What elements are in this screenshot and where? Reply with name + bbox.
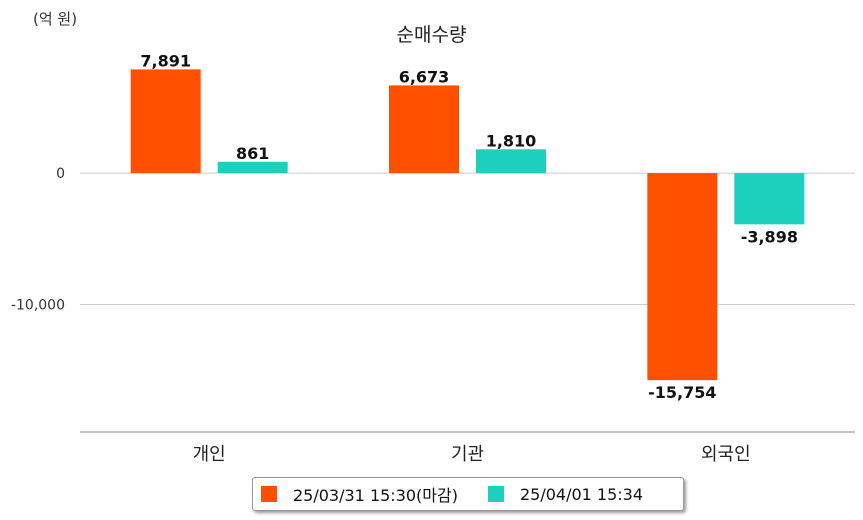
- x-tick-label: 외국인: [701, 444, 751, 465]
- unit-label: (억 원): [33, 10, 78, 28]
- bar: [734, 173, 805, 225]
- legend: 25/03/31 15:30(마감) 25/04/01 15:34: [252, 477, 684, 511]
- data-label: -3,898: [741, 227, 798, 246]
- bar: [647, 173, 718, 381]
- y-tick-label: 0: [56, 166, 65, 182]
- chart-title: 순매수량: [396, 24, 467, 46]
- legend-label-series-1: 25/04/01 15:34: [519, 484, 644, 504]
- data-label: 1,810: [486, 131, 537, 150]
- data-label: 7,891: [140, 51, 191, 70]
- legend-item-series-0[interactable]: 25/03/31 15:30(마감): [261, 482, 458, 506]
- y-tick-label: -10,000: [11, 298, 65, 314]
- data-label: 6,673: [399, 67, 450, 86]
- legend-item-series-1[interactable]: 25/04/01 15:34: [487, 484, 644, 504]
- legend-swatch-series-0: [261, 486, 277, 502]
- legend-label-series-0: 25/03/31 15:30(마감): [293, 486, 458, 505]
- data-label: 861: [236, 144, 269, 163]
- bar: [217, 161, 288, 174]
- data-label: -15,754: [648, 383, 716, 402]
- bar: [130, 69, 201, 174]
- x-tick-label: 개인: [193, 444, 226, 465]
- legend-swatch-series-1: [487, 486, 504, 502]
- x-tick-label: 기관: [451, 444, 484, 465]
- bar: [476, 149, 546, 174]
- bar: [389, 85, 459, 174]
